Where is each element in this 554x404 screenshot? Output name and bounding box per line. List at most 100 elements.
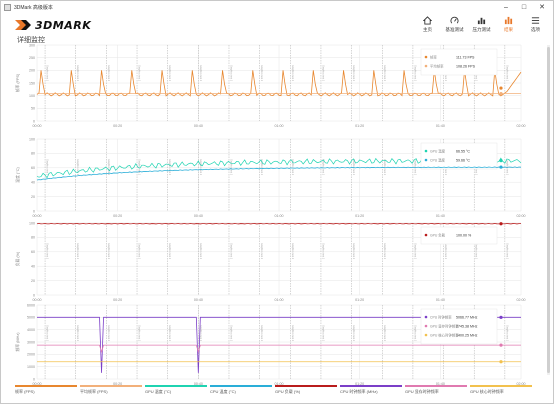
test-marker-label: Graphics test 1 — [138, 159, 141, 176]
gauge-icon — [450, 16, 459, 24]
legend-series-value: 66.55 °C — [456, 149, 470, 153]
minimize-icon[interactable]: – — [504, 3, 508, 11]
test-marker-label: Graphics test 1 — [229, 243, 232, 260]
y-tick-label: 100 — [29, 221, 35, 225]
x-tick-label: 01:20 — [355, 214, 364, 218]
test-marker-label: Graphics test 1 — [76, 243, 79, 260]
scroll-thumb[interactable] — [547, 47, 550, 373]
y-tick-label: 40 — [31, 265, 35, 269]
x-tick-label: 01:40 — [436, 124, 445, 128]
x-tick-label: 00:00 — [33, 214, 42, 218]
bottom-legend-item[interactable]: GPU 显存时钟频率 — [405, 385, 470, 399]
bottom-legend-item[interactable]: GPU 负载 (%) — [275, 385, 340, 399]
x-tick-label: 01:00 — [275, 124, 284, 128]
y-tick-label: 20 — [31, 195, 35, 199]
y-axis-label: 帧率 (FPS) — [15, 73, 20, 92]
x-tick-label: 01:40 — [436, 382, 445, 386]
legend-box — [420, 226, 498, 245]
y-tick-label: 0 — [33, 293, 35, 297]
temp-chart: 100 80 60 40 20 000:00 00:20 00:40 01:00 01:20 01:… — [15, 137, 526, 218]
test-marker-label: Graphics test 1 — [321, 325, 324, 342]
series-end-dot — [499, 315, 503, 319]
series-line-3-1 — [37, 344, 521, 354]
brand-logo[interactable]: 3DMARK — [15, 18, 91, 32]
x-tick-label: 01:00 — [275, 214, 284, 218]
test-marker-label: Graphics test 1 — [229, 159, 232, 176]
test-marker-label: Graphics test 1 — [46, 325, 49, 342]
nav-benchmarks[interactable]: 基准测试 — [441, 14, 468, 38]
x-tick-label: 01:40 — [436, 214, 445, 218]
fps-chart: 300 250 200 150 100 50 000:00 00:20 00:40 01:00 01… — [15, 43, 526, 128]
window-controls: – □ ✕ — [497, 1, 551, 13]
test-marker-label: Graphics test 1 — [505, 243, 508, 260]
test-marker-label: Graphics test 1 — [260, 243, 263, 260]
legend-box — [420, 142, 498, 170]
y-tick-label: 0 — [33, 119, 35, 123]
page-title: 详细监控 — [17, 37, 45, 44]
bottom-legend-swatch — [275, 385, 337, 387]
window-title: 3DMark 高级版本 — [14, 4, 53, 11]
test-marker-label: Graphics test 1 — [76, 65, 79, 82]
bottom-legend-item[interactable]: CPU 温度 (°C) — [210, 385, 275, 399]
bottom-legend-label: CPU 温度 (°C) — [210, 389, 236, 394]
options-icon — [531, 17, 540, 24]
legend-dot — [424, 333, 428, 337]
bottom-legend-item[interactable]: 平均帧率 (FPS) — [80, 385, 145, 399]
bottom-legend-swatch — [80, 385, 142, 387]
y-tick-label: 50 — [31, 107, 35, 111]
test-marker-label: Graphics test 1 — [168, 325, 171, 342]
legend-series-value: 108.26 FPS — [456, 64, 476, 68]
y-tick-label: 6000 — [27, 303, 35, 307]
app-icon — [4, 3, 11, 11]
nav-stress[interactable]: 压力测试 — [468, 14, 495, 38]
nav-home[interactable]: 主页 — [414, 14, 441, 38]
test-marker-label: Graphics test 1 — [199, 325, 202, 342]
maximize-icon[interactable]: □ — [521, 3, 527, 11]
test-marker-label: Graphics test 1 — [413, 243, 416, 260]
bottom-legend-item[interactable]: GPU 温度 (°C) — [145, 385, 210, 399]
load-chart: 100 80 60 40 20 000:00 00:20 00:40 01:00 01:20 01:… — [15, 221, 526, 302]
test-marker-label: Graphics test 1 — [383, 325, 386, 342]
bottom-legend-item[interactable]: GPU 核心时钟频率 — [470, 385, 535, 399]
series-end-dot — [499, 86, 503, 90]
nav-options[interactable]: 选项 — [522, 14, 549, 38]
logo-text: 3DMARK — [35, 18, 92, 32]
legend-series-name: GPU 温度 — [430, 148, 446, 153]
legend-series-value: 100.00 % — [456, 233, 472, 237]
test-marker-label: Graphics test 1 — [321, 243, 324, 260]
y-tick-label: 150 — [29, 81, 35, 85]
home-icon — [423, 16, 432, 25]
y-tick-label: 0 — [33, 209, 35, 213]
scrollbar[interactable] — [547, 45, 550, 375]
y-axis-label: 频率 (MHz) — [15, 332, 20, 352]
y-tick-label: 80 — [31, 236, 35, 240]
x-tick-label: 00:40 — [194, 214, 203, 218]
test-marker-label: Graphics test 1 — [107, 243, 110, 260]
nav-stress-label: 压力测试 — [472, 27, 491, 32]
x-tick-label: 00:20 — [113, 298, 122, 302]
test-marker-label: Graphics test 1 — [138, 325, 141, 342]
legend-box — [420, 48, 498, 76]
y-tick-label: 0 — [33, 377, 35, 381]
bottom-legend-item[interactable]: 帧率 (FPS) — [15, 385, 80, 399]
test-marker-label: Graphics test 1 — [138, 243, 141, 260]
test-marker-label: Graphics test 1 — [383, 243, 386, 260]
monitoring-charts: 300 250 200 150 100 50 0 00:00 00:20 00:40 01:00 01… — [13, 43, 538, 388]
test-marker-label: Graphics test 1 — [199, 65, 202, 82]
bottom-legend-swatch — [470, 385, 532, 387]
legend-series-value: 111.73 FPS — [456, 55, 475, 59]
clock-chart: 6000 5000 4000 3000 2000 1000 000:00 00:20 00:40… — [15, 303, 526, 386]
x-tick-label: 00:20 — [113, 382, 122, 386]
test-marker-label: Graphics test 1 — [505, 65, 508, 82]
legend-series-name: CPU 温度 — [430, 157, 445, 162]
close-icon[interactable]: ✕ — [539, 3, 545, 11]
test-marker-label: Graphics test 1 — [260, 65, 263, 82]
legend-series-name: GPU 显存时钟频率 — [430, 323, 459, 328]
x-tick-label: 00:40 — [194, 382, 203, 386]
bottom-legend-swatch — [210, 385, 272, 387]
test-marker-label: Graphics test 1 — [168, 243, 171, 260]
test-marker-label: Graphics test 1 — [352, 65, 355, 82]
bottom-legend-item[interactable]: CPU 时钟频率 (MHz) — [340, 385, 405, 399]
nav-results[interactable]: 结果 — [495, 14, 522, 38]
